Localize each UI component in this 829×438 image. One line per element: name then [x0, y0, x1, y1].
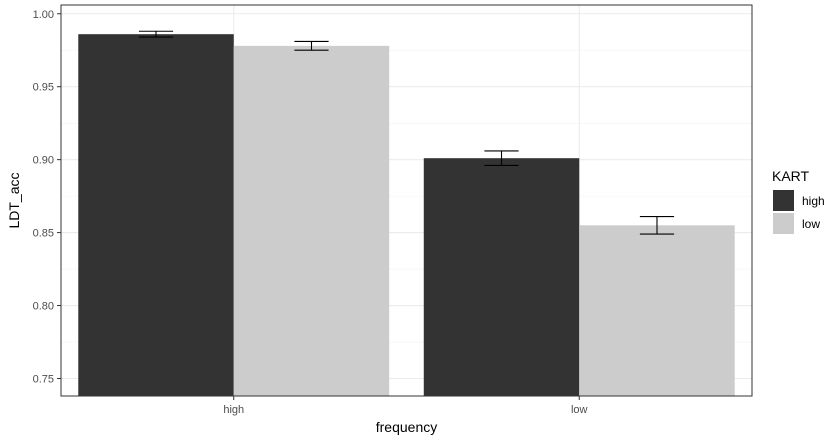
bar-low-high	[233, 45, 390, 397]
bars-layer	[78, 34, 735, 397]
y-tick-label: 0.95	[33, 82, 54, 94]
y-tick-label: 0.75	[33, 373, 54, 385]
legend-label-low: low	[802, 217, 820, 231]
plot-panel-border	[60, 4, 753, 397]
errorbar-high-low	[484, 150, 519, 167]
y-tick-label: 0.85	[33, 228, 54, 240]
errorbar-high-high	[138, 30, 174, 38]
errorbar-low-high	[294, 40, 329, 51]
bar-high-low	[423, 158, 580, 396]
y-tick-label: 0.80	[33, 301, 54, 313]
legend-key-high	[773, 190, 794, 211]
y-tick-label: 0.90	[33, 155, 54, 167]
legend: KART high low	[772, 168, 825, 234]
x-axis-title: frequency	[376, 419, 437, 435]
legend-label-high: high	[802, 194, 825, 208]
y-axis: 0.75 0.80 0.85 0.90 0.95 1.00	[33, 9, 61, 385]
y-tick-label: 1.00	[33, 9, 54, 21]
x-tick-label: high	[223, 404, 244, 416]
bar-high-high	[78, 34, 234, 396]
x-axis: high low	[223, 396, 588, 416]
y-axis-title: LDT_acc	[6, 172, 22, 228]
errorbars-layer	[138, 30, 675, 235]
legend-title: KART	[772, 168, 810, 184]
x-tick-label: low	[571, 404, 588, 416]
bar-low-low	[579, 225, 735, 396]
legend-key-low	[773, 213, 794, 234]
errorbar-low-low	[639, 215, 675, 235]
